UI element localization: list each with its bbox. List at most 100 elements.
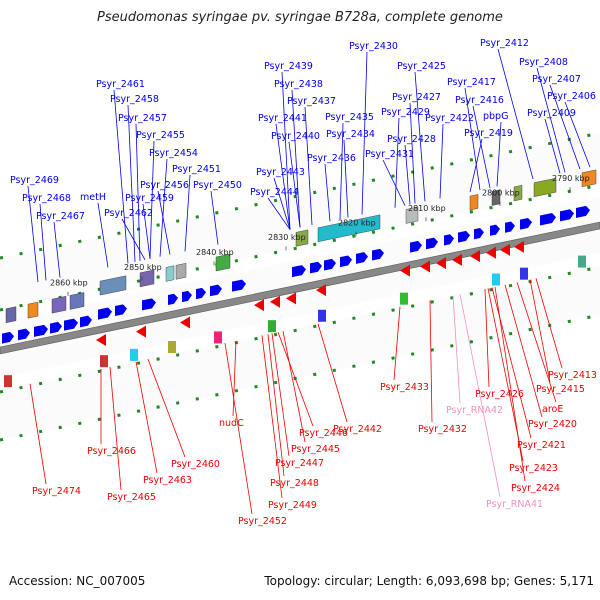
reverse-gene-label-6: Psyr_2420 <box>528 419 577 430</box>
forward-gene-5 <box>64 318 78 331</box>
forward-gene-label-14: Psyr_2437 <box>287 96 336 107</box>
label-leader-lines <box>27 48 591 515</box>
forward-gene-29 <box>540 213 556 226</box>
reverse-leader-12 <box>491 287 532 439</box>
forward-leader-13 <box>127 104 136 262</box>
forward-gene-label-34: Psyr_2450 <box>193 180 242 191</box>
scale-tick-label-8: 2790 kbp <box>552 174 590 183</box>
forward-leader-35 <box>39 203 47 281</box>
forward-leader-21 <box>496 121 502 187</box>
reverse-gene-label-8: Psyr_2432 <box>418 424 467 435</box>
forward-leader-20 <box>439 123 444 199</box>
reverse-leader-24 <box>459 294 501 498</box>
forward-leader-3 <box>414 71 426 202</box>
forward-leader-14 <box>304 106 313 226</box>
scale-tick-label-5: 2820 kbp <box>338 219 376 228</box>
forward-leader-40 <box>121 218 146 260</box>
reverse-leader-19 <box>267 334 285 477</box>
reverse-gene-label-14: Psyr_2466 <box>87 446 136 457</box>
reverse-gene-label-15: Psyr_2447 <box>275 458 324 469</box>
forward-leader-5 <box>549 84 581 170</box>
forward-leader-18 <box>275 123 291 230</box>
reverse-gene-2 <box>136 325 146 338</box>
cds-block-5 <box>215 253 231 272</box>
forward-gene-label-6: Psyr_2439 <box>264 61 313 72</box>
ruler-line-1 <box>0 131 600 260</box>
forward-gene-9 <box>142 298 156 311</box>
forward-gene-24 <box>458 230 470 243</box>
forward-gene-label-18: Psyr_2441 <box>258 113 307 124</box>
scale-tick-label-7: 2800 kbp <box>482 189 520 198</box>
forward-leader-34 <box>210 190 219 245</box>
reverse-gene-6 <box>286 292 296 305</box>
forward-gene-label-38: Psyr_2444 <box>250 187 299 198</box>
forward-gene-31 <box>576 205 590 218</box>
inner-block-7 <box>400 292 408 305</box>
forward-gene-label-9: Psyr_2438 <box>274 79 323 90</box>
forward-leader-12 <box>564 101 591 168</box>
cds-block-7 <box>317 214 381 242</box>
reverse-gene-label-3: Psyr_2415 <box>536 384 585 395</box>
reverse-gene-label-17: Psyr_2423 <box>509 463 558 474</box>
ruler-line-4 <box>0 313 600 442</box>
reverse-gene-1 <box>96 334 106 346</box>
forward-leader-32 <box>27 185 39 283</box>
forward-gene-6 <box>80 315 92 328</box>
forward-gene-label-37: Psyr_2459 <box>125 193 174 204</box>
cds-block-3 <box>165 265 175 282</box>
forward-gene-12 <box>196 287 206 300</box>
gene-labels: Psyr_2430 Psyr_2412 Psyr_2425 Psyr_2408 Psyr… <box>10 38 597 527</box>
reverse-leader-8 <box>429 300 433 423</box>
cds-block-13 <box>581 169 597 187</box>
map-title: Pseudomonas syringae pv. syringae B728a,… <box>97 10 503 25</box>
forward-leader-19 <box>339 122 344 220</box>
reverse-gene-label-20: Psyr_2424 <box>511 483 560 494</box>
reverse-gene-label-24: Psyr_RNA41 <box>486 499 543 510</box>
forward-leader-2 <box>497 48 534 180</box>
forward-gene-label-16: Psyr_2409 <box>527 108 576 119</box>
reverse-leader-18 <box>135 361 158 474</box>
reverse-leader-3 <box>529 279 551 383</box>
inner-block-5 <box>268 320 276 333</box>
forward-gene-label-21: pbpG <box>483 111 508 122</box>
scale-tick-label-2: 2850 kbp <box>124 263 162 272</box>
forward-leader-38 <box>267 197 291 230</box>
forward-gene-22 <box>426 237 438 250</box>
reverse-gene-label-22: Psyr_2465 <box>107 492 156 503</box>
forward-gene-14 <box>232 279 246 292</box>
forward-leader-1 <box>361 51 368 215</box>
forward-leader-24 <box>343 139 349 218</box>
reverse-leader-10 <box>232 340 237 417</box>
forward-gene-label-28: Psyr_2436 <box>307 153 356 164</box>
forward-gene-label-23: Psyr_2440 <box>271 131 320 142</box>
forward-gene-label-33: Psyr_2456 <box>140 180 189 191</box>
reverse-gene-label-13: Psyr_2445 <box>291 444 340 455</box>
forward-gene-4 <box>50 321 62 334</box>
scale-tick-label-6: 2810 kbp <box>408 204 446 213</box>
cds-block-1 <box>99 275 127 296</box>
inner-block-1 <box>4 375 12 388</box>
forward-gene-18 <box>340 255 352 268</box>
forward-gene-23 <box>444 234 454 246</box>
forward-gene-label-22: Psyr_2455 <box>136 130 185 141</box>
forward-gene-label-12: Psyr_2406 <box>547 91 596 102</box>
forward-gene-16 <box>310 261 322 274</box>
forward-leader-30 <box>184 174 191 252</box>
forward-leader-8 <box>113 89 129 264</box>
forward-gene-label-35: Psyr_2468 <box>22 193 71 204</box>
reverse-leader-5 <box>484 288 490 388</box>
inner-block-8 <box>492 273 500 286</box>
forward-gene-7 <box>98 307 112 320</box>
genome-backbone <box>0 221 600 355</box>
forward-gene-label-8: Psyr_2461 <box>96 79 145 90</box>
reverse-gene-13 <box>486 246 496 259</box>
forward-gene-label-20: Psyr_2422 <box>425 113 474 124</box>
cds-block-11 <box>513 185 523 202</box>
forward-gene-label-15: Psyr_2429 <box>381 107 430 118</box>
reverse-leader-11 <box>277 331 314 427</box>
forward-gene-label-39: Psyr_2467 <box>36 211 85 222</box>
inner-block-11 <box>130 348 138 361</box>
forward-gene-15 <box>292 265 306 278</box>
cds-block-10 <box>491 189 501 206</box>
forward-leader-26 <box>469 138 483 193</box>
